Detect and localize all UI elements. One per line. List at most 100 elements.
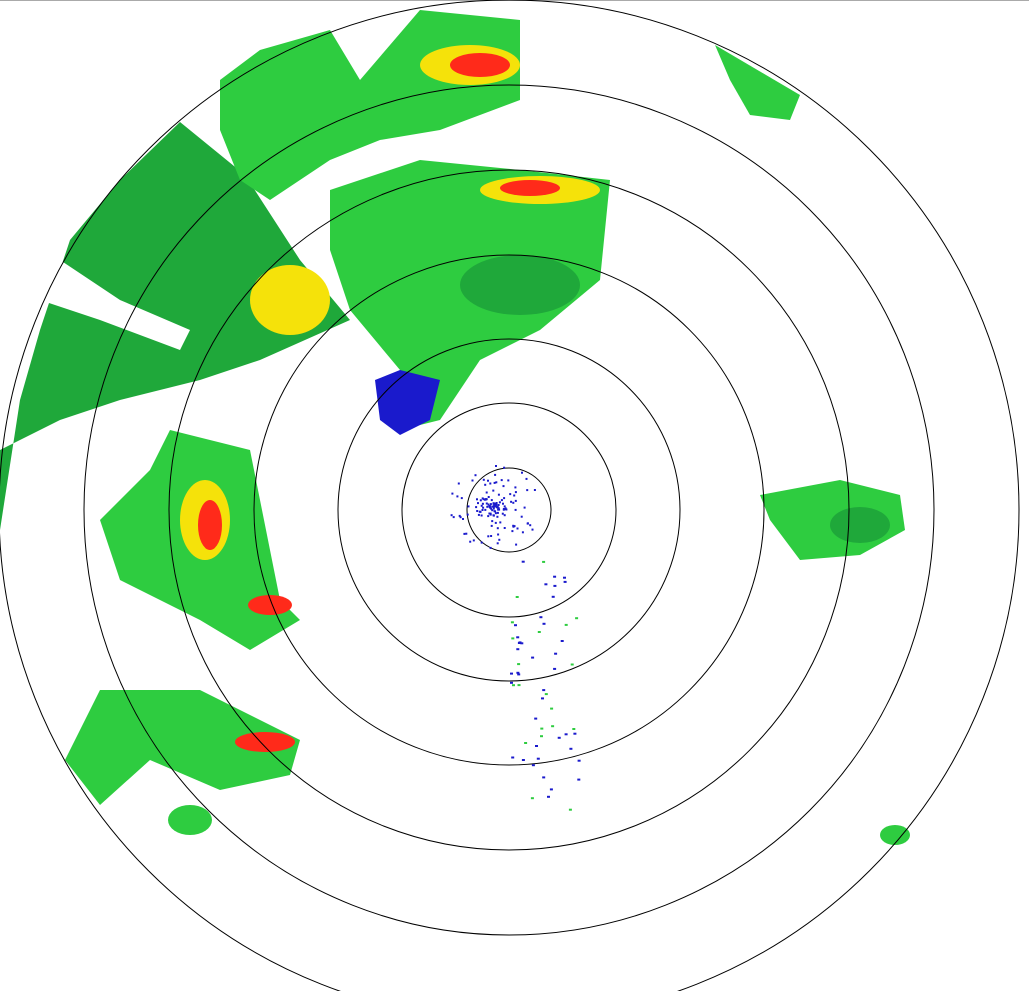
clutter-pixel [459,516,462,519]
clutter-pixel [485,491,488,494]
clutter-pixel [501,512,504,515]
clutter-pixel [469,540,472,543]
clutter-pixel [496,511,499,514]
clutter-pixel [480,541,483,544]
echo-north-core [450,53,510,77]
clutter-pixel [492,502,495,505]
clutter-pixel [553,575,557,578]
clutter-pixel [514,499,517,502]
clutter-pixel [503,505,506,508]
clutter-pixel [511,637,515,640]
echo-southwest-core [235,732,295,752]
clutter-pixel [551,595,555,598]
echo-southwest-small [168,805,212,835]
clutter-pixel [554,652,558,655]
clutter-pixel [503,514,506,517]
clutter-pixel [489,546,492,549]
clutter-pixel [497,508,500,511]
clutter-pixel [490,524,493,527]
clutter-pixel [502,508,505,510]
clutter-pixel [480,504,483,507]
clutter-pixel [502,502,504,505]
clutter-pixel [490,499,493,502]
clutter-pixel [485,498,488,501]
clutter-pixel [512,684,515,687]
clutter-pixel [460,497,463,500]
clutter-pixel [490,535,493,537]
clutter-pixel [503,527,506,529]
clutter-pixel [535,745,538,747]
clutter-pixel [479,510,482,513]
echo-west-core [198,500,222,550]
clutter-pixel [487,479,489,482]
clutter-pixel [487,496,490,498]
clutter-pixel [542,622,546,625]
clutter-pixel [511,756,515,759]
clutter-pixel [489,512,492,515]
clutter-pixel [491,505,494,508]
clutter-pixel [484,483,487,486]
range-ring-2 [401,402,617,618]
clutter-pixel [517,642,521,644]
clutter-pixel [492,514,495,517]
clutter-pixel [500,479,503,482]
echo-central-north-core [500,180,560,196]
clutter-pixel [497,504,500,506]
clutter-pixel [456,495,459,498]
clutter-pixel [497,533,500,536]
clutter-pixel [477,502,479,505]
clutter-pixel [510,681,513,684]
clutter-pixel [496,506,498,509]
clutter-pixel [533,489,536,491]
clutter-pixel [563,576,566,579]
clutter-pixel [495,502,498,504]
clutter-pixel [572,728,576,730]
clutter-pixel [524,742,528,744]
clutter-pixel [499,521,502,524]
clutter-pixel [494,512,497,515]
clutter-pixel [526,489,529,492]
clutter-pixel [505,508,508,511]
clutter-pixel [497,493,500,496]
range-ring-1 [466,467,552,553]
clutter-pixel [492,507,495,510]
clutter-pixel [510,672,513,675]
clutter-pixel [509,493,512,496]
clutter-pixel [520,515,523,518]
echo-far-southeast [880,825,910,845]
clutter-pixel [568,808,572,811]
clutter-pixel [504,507,507,510]
range-ring-3 [337,338,681,682]
clutter-pixel [544,693,548,696]
clutter-pixel [474,474,477,477]
clutter-pixel [481,509,484,511]
clutter-pixel [487,503,490,506]
clutter-pixel [534,717,538,720]
clutter-pixel [480,514,483,517]
range-ring-6 [83,84,935,936]
clutter-pixel [462,518,464,520]
clutter-pixel [514,491,517,494]
clutter-pixel [521,560,525,563]
clutter-pixel [465,532,468,535]
clutter-pixel [496,542,499,545]
clutter-pixel [502,485,505,488]
clutter-pixel [517,684,521,687]
clutter-pixel [510,500,513,503]
clutter-pixel [466,513,469,516]
clutter-pixel [513,494,516,497]
clutter-pixel [494,473,497,476]
clutter-pixel [479,499,482,502]
clutter-pixel [516,648,520,651]
clutter-pixel [547,795,550,798]
clutter-pixel [489,482,492,485]
echo-east-core [830,507,890,543]
clutter-pixel [531,656,535,659]
clutter-pixel [481,497,484,500]
clutter-pixel [511,530,514,533]
clutter-pixel [452,516,455,519]
clutter-pixel [541,697,544,700]
clutter-pixel [450,514,453,517]
clutter-pixel [482,506,485,509]
clutter-pixel [476,498,478,501]
